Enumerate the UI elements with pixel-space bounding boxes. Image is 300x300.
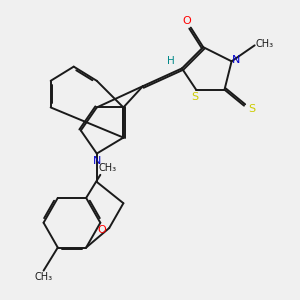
- Text: CH₃: CH₃: [98, 164, 116, 173]
- Text: CH₃: CH₃: [34, 272, 52, 282]
- Text: N: N: [232, 55, 240, 64]
- Text: O: O: [97, 225, 106, 235]
- Text: CH₃: CH₃: [255, 39, 273, 49]
- Text: S: S: [248, 104, 255, 114]
- Text: S: S: [191, 92, 198, 103]
- Text: O: O: [183, 16, 192, 26]
- Text: N: N: [93, 156, 101, 167]
- Text: H: H: [167, 56, 175, 66]
